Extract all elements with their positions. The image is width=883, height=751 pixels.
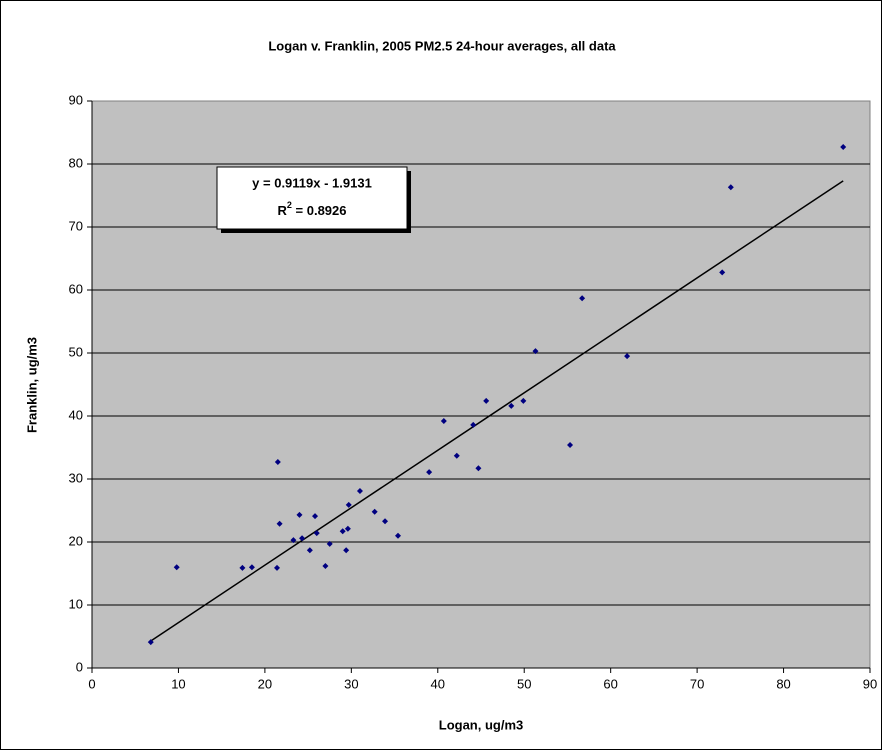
x-tick-label: 40	[431, 676, 445, 691]
y-tick-label: 50	[69, 344, 83, 359]
point	[470, 421, 477, 428]
point	[306, 547, 313, 554]
point	[273, 564, 280, 571]
point	[339, 528, 346, 535]
x-tick-label: 90	[863, 676, 877, 691]
point	[395, 532, 402, 539]
y-tick-label: 20	[69, 533, 83, 548]
chart-title: Logan v. Franklin, 2005 PM2.5 24-hour av…	[268, 38, 616, 53]
annotation-box	[216, 166, 408, 230]
point	[426, 469, 433, 476]
x-tick-label: 30	[344, 676, 358, 691]
point	[173, 564, 180, 571]
y-tick-label: 30	[69, 470, 83, 485]
y-tick-label: 70	[69, 218, 83, 233]
point	[313, 530, 320, 537]
y-tick-label: 60	[69, 281, 83, 296]
x-axis-label: Logan, ug/m3	[439, 717, 524, 732]
x-tick-label: 70	[690, 676, 704, 691]
point	[371, 508, 378, 515]
x-tick-label: 20	[258, 676, 272, 691]
point	[840, 143, 847, 150]
marks: 0 10 20 30 40 50 60 70 80 90 0 10 20 30 40 50 60 70 80 90	[69, 92, 878, 691]
point	[326, 540, 333, 547]
point	[532, 348, 539, 355]
y-axis-label: Franklin, ug/m3	[24, 337, 39, 433]
r2-symbol: R	[278, 203, 288, 218]
point	[440, 418, 447, 425]
point	[727, 184, 734, 191]
point	[719, 269, 726, 276]
point	[276, 520, 283, 527]
x-tick-label: 50	[517, 676, 531, 691]
x-tick-label: 10	[171, 676, 185, 691]
point	[290, 537, 297, 544]
trendline	[150, 180, 844, 642]
equation: y = 0.9119x - 1.9131	[252, 175, 372, 190]
point	[344, 525, 351, 532]
x-tick-label: 80	[776, 676, 790, 691]
y-tick-label: 90	[69, 92, 83, 107]
y-tick-label: 10	[69, 596, 83, 611]
point	[508, 402, 515, 409]
plot-area	[91, 100, 871, 669]
y-tick-label: 80	[69, 155, 83, 170]
point	[520, 397, 527, 404]
point	[453, 452, 460, 459]
r2-value: = 0.8926	[292, 203, 347, 218]
y-tick-label: 0	[76, 659, 83, 674]
point	[312, 513, 319, 520]
r2-sup: 2	[287, 200, 292, 210]
point	[299, 535, 306, 542]
point	[624, 353, 631, 360]
point	[356, 487, 363, 494]
x-tick-label: 0	[88, 676, 95, 691]
r-squared: R2 = 0.8926	[278, 200, 347, 218]
point	[248, 564, 255, 571]
x-tick-label: 60	[603, 676, 617, 691]
point	[147, 639, 154, 646]
point	[239, 564, 246, 571]
point	[483, 397, 490, 404]
point	[475, 465, 482, 472]
point	[345, 501, 352, 508]
point	[567, 441, 574, 448]
point	[274, 458, 281, 465]
point	[382, 518, 389, 525]
point	[579, 295, 586, 302]
point	[296, 511, 303, 518]
point	[322, 562, 329, 569]
point	[343, 547, 350, 554]
y-tick-label: 40	[69, 407, 83, 422]
